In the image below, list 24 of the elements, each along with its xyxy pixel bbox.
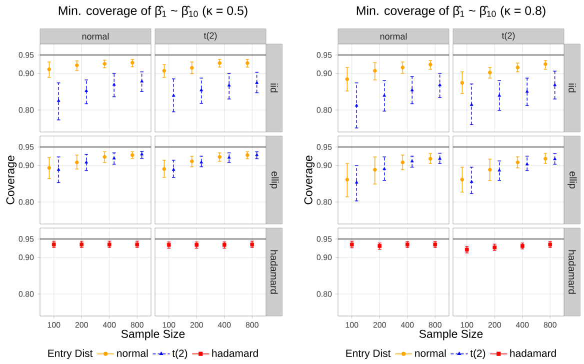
legend-label: hadamard xyxy=(510,349,556,357)
y2-axis-title: ellip xyxy=(568,172,577,188)
y2-axis-title: hadamard xyxy=(568,250,576,294)
x-axis-title: Sample Size xyxy=(121,330,185,340)
chart-subtitle: normal xyxy=(380,33,407,40)
y-axis-title: Coverage xyxy=(6,156,17,204)
legend-title: Entry Dist xyxy=(48,349,93,360)
y2-axis-title: hadamard xyxy=(270,250,278,294)
legend-title: Entry Dist xyxy=(346,349,391,360)
chart-subtitle: normal xyxy=(82,33,109,40)
chart-subtitle: t(2) xyxy=(502,32,515,40)
legend-label: normal xyxy=(117,349,148,357)
chart-title: Min. coverage of β̂$_{1}$ ~ β̂$_{10}$ (κ = 0.5) xyxy=(58,6,248,18)
legend-label: t(2) xyxy=(172,349,188,360)
y-axis-title: Coverage xyxy=(304,156,315,204)
chart-subtitle: t(2) xyxy=(204,32,217,40)
x-axis-title: Sample Size xyxy=(419,330,483,340)
chart-title: Min. coverage of β̂$_{1}$ ~ β̂$_{10}$ (κ = 0.8) xyxy=(356,6,546,18)
y2-axis-title: iid xyxy=(568,84,576,92)
legend-label: hadamard xyxy=(212,349,258,357)
y2-axis-title: iid xyxy=(270,84,278,92)
y2-axis-title: ellip xyxy=(270,172,279,188)
legend-label: t(2) xyxy=(470,349,486,360)
legend-label: normal xyxy=(415,349,446,357)
